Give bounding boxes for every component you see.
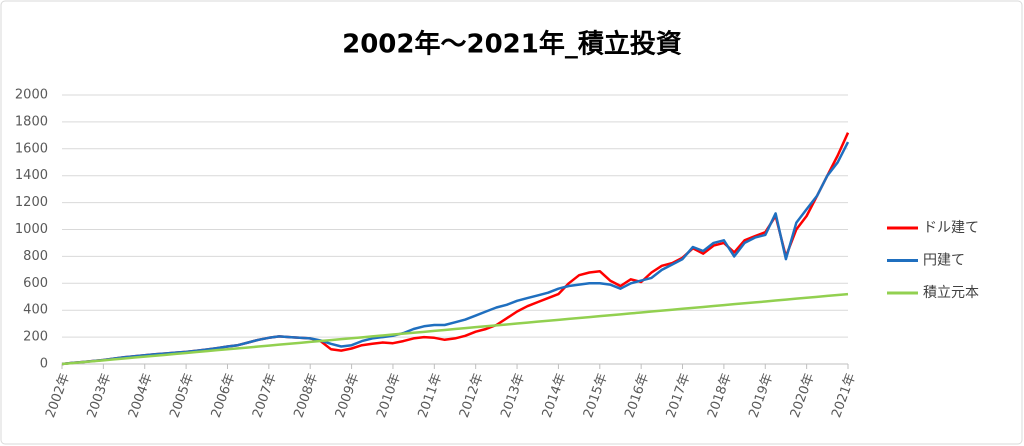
y-tick-label: 600 (23, 276, 48, 291)
legend-label: ドル建て (923, 220, 979, 236)
y-tick-label: 1200 (15, 195, 48, 210)
legend-label: 円建て (923, 253, 965, 269)
chart-title: 2002年～2021年_積立投資 (342, 29, 682, 60)
y-tick-label: 1800 (15, 114, 48, 129)
y-tick-label: 400 (23, 303, 48, 318)
y-tick-label: 1400 (15, 168, 48, 183)
y-tick-label: 1600 (15, 141, 48, 156)
y-tick-label: 200 (23, 330, 48, 345)
y-tick-label: 0 (40, 357, 48, 372)
data-line (61, 292, 849, 366)
y-tick-label: 1000 (15, 222, 48, 237)
legend-label: 積立元本 (923, 285, 979, 301)
y-tick-label: 2000 (15, 88, 48, 103)
y-tick-label: 800 (23, 249, 48, 264)
